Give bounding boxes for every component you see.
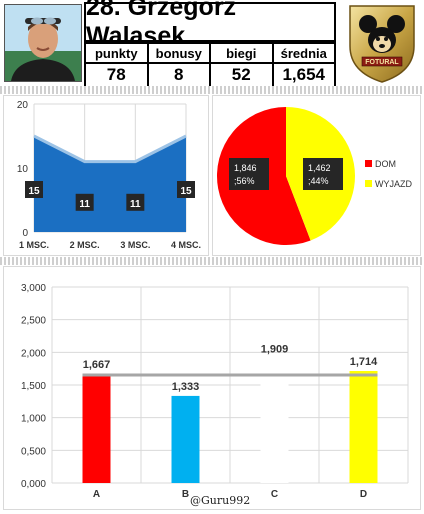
area-chart: 0 10 20 15 11 11 15 1 MSC. 2 MSC. 3 MSC. 4 MSC. — [17, 100, 201, 250]
bar-b — [171, 395, 200, 483]
data-label-box — [25, 181, 43, 198]
stat-label-srednia: średnia — [271, 42, 336, 64]
stats-table: punkty bonusy biegi średnia 78 8 52 1,65… — [84, 42, 336, 88]
rider-name-box: 28. Grzegorz Walasek — [84, 0, 336, 50]
x-tick-label: B — [182, 489, 189, 500]
bar-a — [82, 374, 111, 483]
area-series-fill — [34, 136, 186, 232]
author-credit: @Guru992 — [190, 494, 251, 507]
pie-label-box — [229, 158, 269, 190]
area-chart-panel: 0 10 20 15 11 11 15 1 MSC. 2 MSC. 3 MSC. 4 MSC. — [3, 95, 209, 256]
stat-label-bonusy: bonusy — [146, 42, 211, 64]
bar-data-label: 1,667 — [83, 359, 111, 371]
data-label: 11 — [79, 199, 90, 210]
stat-value-bonusy: 8 — [146, 62, 211, 88]
pie-chart-panel: 1,846 ;56% 1,462 ;44% DOM WYJAZD — [212, 95, 421, 256]
data-label-box — [177, 181, 195, 198]
data-label-box — [75, 193, 94, 211]
header: 28. Grzegorz Walasek punkty bonusy biegi… — [0, 0, 424, 88]
y-tick-label: 0,000 — [21, 479, 46, 490]
data-label: 11 — [130, 199, 141, 210]
x-tick-label: 3 MSC. — [120, 240, 150, 250]
data-label: 15 — [28, 186, 40, 197]
x-tick-label: A — [93, 489, 100, 500]
bar-chart-panel: 0,000 0,500 1,000 1,500 2,000 2,500 3,000 1,667… — [3, 266, 421, 510]
y-tick-label: 2,000 — [21, 348, 46, 359]
pie-label-percent: ;56% — [234, 176, 255, 186]
data-label-box — [126, 193, 145, 211]
header-divider — [0, 86, 424, 94]
stat-label-biegi: biegi — [209, 42, 274, 64]
legend-label: DOM — [375, 159, 396, 169]
team-logo-text: FOTURAL — [365, 59, 399, 66]
pie-label-value: 1,462 — [308, 163, 331, 173]
pie-label-box — [303, 158, 343, 190]
rider-photo — [4, 4, 82, 82]
team-logo: FOTURAL — [342, 2, 422, 84]
bar-d — [349, 371, 378, 483]
bar-c — [260, 358, 289, 483]
legend-label: WYJAZD — [375, 179, 412, 189]
stat-value-biegi: 52 — [209, 62, 274, 88]
area-series-edge — [33, 134, 187, 164]
bar-data-label: 1,909 — [261, 343, 289, 355]
x-tick-label: 2 MSC. — [70, 240, 100, 250]
legend-swatch — [365, 180, 372, 187]
x-tick-label: D — [360, 489, 367, 500]
y-tick-label: 0 — [22, 228, 28, 239]
y-tick-label: 20 — [17, 100, 29, 111]
pie-chart: 1,846 ;56% 1,462 ;44% DOM WYJAZD — [217, 107, 412, 245]
stat-value-srednia: 1,654 — [271, 62, 336, 88]
y-tick-label: 1,000 — [21, 414, 46, 425]
section-divider — [0, 257, 424, 265]
pie-label-percent: ;44% — [308, 176, 329, 186]
legend-swatch — [365, 160, 372, 167]
x-tick-label: 1 MSC. — [19, 240, 49, 250]
y-tick-label: 3,000 — [21, 283, 46, 294]
data-label: 15 — [180, 186, 192, 197]
x-tick-label: C — [271, 489, 278, 500]
y-tick-label: 10 — [17, 164, 29, 175]
y-tick-label: 2,500 — [21, 316, 46, 327]
bar-data-label: 1,333 — [172, 381, 200, 393]
y-tick-label: 1,500 — [21, 381, 46, 392]
stat-label-punkty: punkty — [84, 42, 149, 64]
y-tick-label: 0,500 — [21, 446, 46, 457]
pie-label-value: 1,846 — [234, 163, 257, 173]
stat-value-punkty: 78 — [84, 62, 149, 88]
bar-data-label: 1,714 — [350, 356, 378, 368]
x-tick-label: 4 MSC. — [171, 240, 201, 250]
bar-chart: 0,000 0,500 1,000 1,500 2,000 2,500 3,000 1,667… — [21, 283, 409, 500]
